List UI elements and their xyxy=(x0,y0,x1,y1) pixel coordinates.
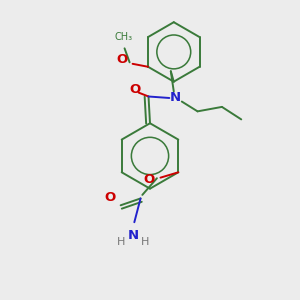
Text: O: O xyxy=(130,82,141,96)
Text: O: O xyxy=(143,173,155,186)
Text: N: N xyxy=(128,229,139,242)
Text: CH₃: CH₃ xyxy=(114,32,132,41)
Text: H: H xyxy=(116,237,125,247)
Text: O: O xyxy=(104,191,115,204)
Text: O: O xyxy=(117,53,128,66)
Text: N: N xyxy=(170,92,181,104)
Text: H: H xyxy=(141,237,149,247)
